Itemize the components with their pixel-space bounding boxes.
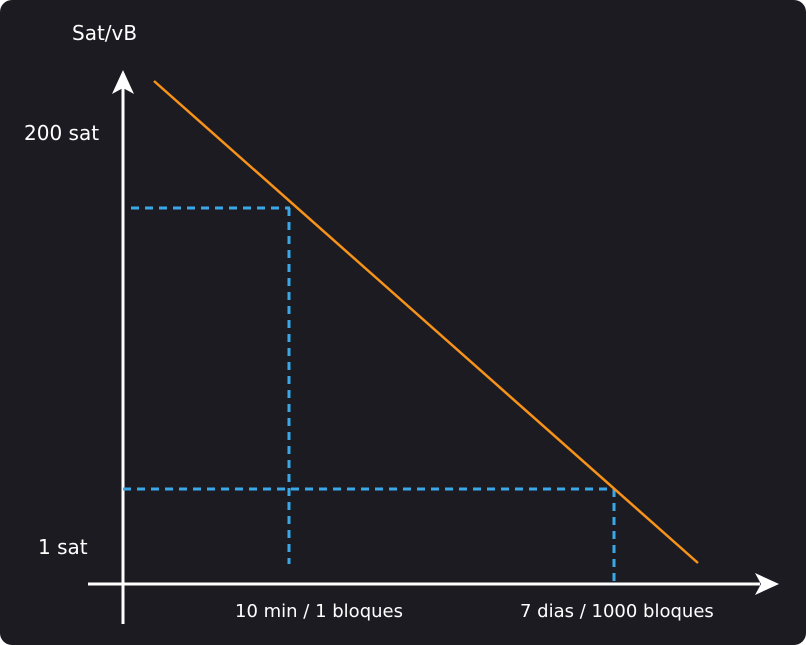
fee-rate-line xyxy=(153,80,699,564)
x-label-right: 7 dias / 1000 bloques xyxy=(520,601,714,622)
x-label-left: 10 min / 1 bloques xyxy=(235,601,403,622)
y-axis-title: Sat/vB xyxy=(72,21,137,45)
x-axis-arrowhead xyxy=(755,573,779,595)
y-label-low: 1 sat xyxy=(38,535,88,559)
y-label-high: 200 sat xyxy=(24,121,99,145)
y-axis-arrowhead xyxy=(112,70,134,94)
